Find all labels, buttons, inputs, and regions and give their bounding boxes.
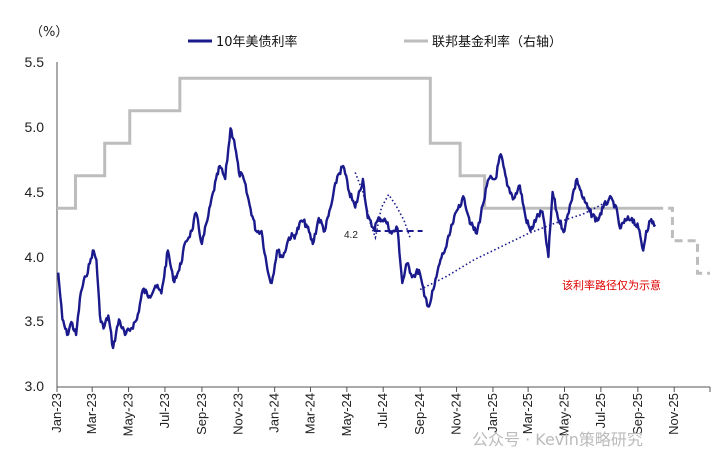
x-axis: Jan-23 Mar-23 May-23 Jul-23 Sep-23 Nov-23 Jan-… xyxy=(49,387,711,436)
treasury-10y-line xyxy=(57,127,657,350)
x-tick-label: Mar-23 xyxy=(84,393,99,434)
x-tick-label: Sep-25 xyxy=(630,393,645,435)
x-tick-label: Nov-25 xyxy=(666,393,681,435)
legend: 10年美债利率 联邦基金利率（右轴） xyxy=(188,34,562,50)
illustrative-dotted-path xyxy=(419,197,613,291)
x-tick-label: Jan-23 xyxy=(49,393,64,433)
y-tick-label: 3.5 xyxy=(25,313,45,329)
annotation-layer xyxy=(354,172,613,291)
x-tick-label: May-23 xyxy=(121,393,136,436)
unit-label: （%） xyxy=(30,25,68,40)
y-tick-label: 3.0 xyxy=(25,378,45,394)
x-tick-label: Jan-25 xyxy=(485,393,500,433)
annotation-4-2-label: 4.2 xyxy=(344,230,358,241)
legend-label-treasury: 10年美债利率 xyxy=(216,34,298,50)
treasury-layer xyxy=(57,127,657,350)
illustrative-dotted-path xyxy=(354,172,411,241)
y-tick-label: 4.0 xyxy=(25,249,45,265)
x-tick-label: Sep-23 xyxy=(194,393,209,435)
x-tick-label: May-25 xyxy=(556,393,571,436)
x-tick-label: Jul-25 xyxy=(593,393,608,428)
x-tick-label: Nov-24 xyxy=(449,393,464,435)
fed-funds-layer xyxy=(57,76,710,275)
x-tick-label: Sep-24 xyxy=(412,393,427,435)
x-tick-label: Jul-23 xyxy=(157,393,172,428)
fed-funds-line xyxy=(57,76,656,210)
legend-label-fed-funds: 联邦基金利率（右轴） xyxy=(432,34,562,50)
x-tick-label: Jul-24 xyxy=(375,393,390,428)
fed-funds-projection-line xyxy=(655,206,710,275)
x-tick-label: Mar-25 xyxy=(520,393,535,434)
y-tick-label: 5.0 xyxy=(25,119,45,135)
x-tick-label: Nov-23 xyxy=(230,393,245,435)
x-tick-label: May-24 xyxy=(339,393,354,436)
x-tick-label: Mar-24 xyxy=(302,393,317,434)
y-tick-label: 4.5 xyxy=(25,184,45,200)
watermark: 公众号 · Kevin策略研究 xyxy=(472,430,643,449)
y-tick-label: 5.5 xyxy=(25,54,45,70)
illustrative-note: 该利率路径仅为示意 xyxy=(562,278,661,292)
y-axis: 5.5 5.0 4.5 4.0 3.5 3.0 xyxy=(25,54,45,394)
x-tick-label: Jan-24 xyxy=(267,393,282,433)
